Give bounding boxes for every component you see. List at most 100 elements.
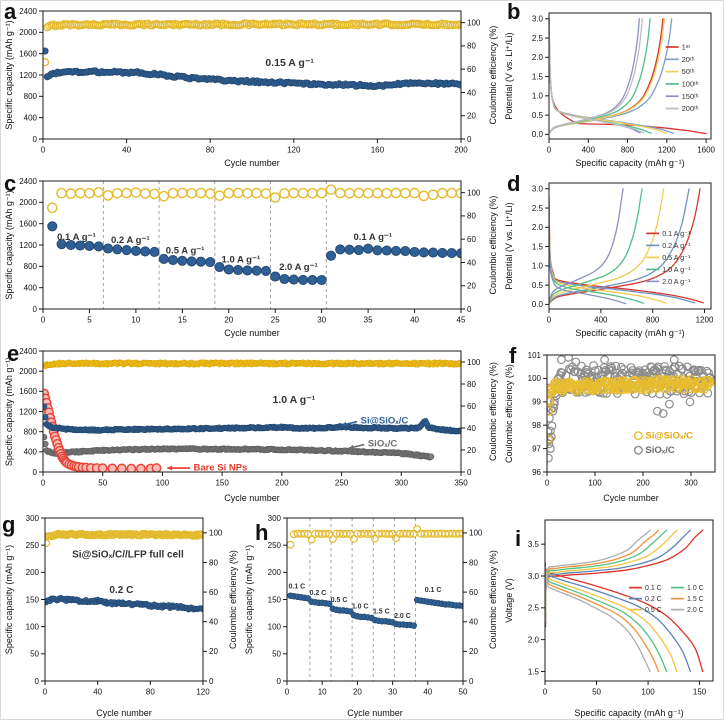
- svg-text:150: 150: [268, 595, 282, 604]
- svg-text:SiOₓ/C: SiOₓ/C: [368, 439, 397, 450]
- svg-text:25: 25: [271, 316, 280, 325]
- svg-text:0.5: 0.5: [532, 281, 544, 290]
- svg-text:Coulombic efficiency (%): Coulombic efficiency (%): [488, 196, 498, 295]
- svg-text:0.5: 0.5: [532, 111, 544, 120]
- svg-text:100: 100: [268, 622, 282, 631]
- panel-f: f 0 100 200 300 96 97 98 99 100 101 Cycle number Co…: [501, 341, 723, 506]
- svg-text:5: 5: [87, 316, 92, 325]
- svg-text:Cycle number: Cycle number: [347, 708, 403, 718]
- svg-text:200: 200: [275, 479, 289, 488]
- svg-text:40: 40: [410, 316, 419, 325]
- svg-text:1600: 1600: [697, 146, 715, 155]
- svg-text:Specific capacity (mAh g⁻¹): Specific capacity (mAh g⁻¹): [575, 158, 684, 168]
- svg-text:0: 0: [545, 479, 550, 488]
- svg-text:Specific capacity (mAh g⁻¹): Specific capacity (mAh g⁻¹): [4, 20, 14, 129]
- svg-text:800: 800: [24, 427, 38, 436]
- svg-text:10: 10: [318, 688, 327, 697]
- svg-text:0: 0: [43, 688, 48, 697]
- svg-text:45: 45: [457, 316, 466, 325]
- svg-text:60: 60: [469, 588, 478, 597]
- svg-text:0: 0: [467, 135, 472, 144]
- svg-text:120: 120: [196, 688, 210, 697]
- svg-text:1.5 C: 1.5 C: [373, 608, 390, 615]
- svg-text:30: 30: [317, 316, 326, 325]
- svg-text:0: 0: [33, 305, 38, 314]
- svg-text:0: 0: [33, 468, 38, 477]
- svg-text:2400: 2400: [19, 177, 37, 186]
- svg-text:0.2 A g⁻¹: 0.2 A g⁻¹: [662, 241, 691, 250]
- svg-text:800: 800: [621, 146, 635, 155]
- svg-text:Coulombic efficiency (%): Coulombic efficiency (%): [488, 26, 498, 125]
- svg-text:50: 50: [592, 688, 601, 697]
- svg-text:1.5: 1.5: [532, 72, 544, 81]
- svg-text:20: 20: [467, 446, 476, 455]
- svg-text:97: 97: [532, 444, 541, 453]
- svg-text:1200: 1200: [19, 241, 37, 250]
- svg-text:200: 200: [26, 568, 40, 577]
- svg-text:0.1 A g⁻¹: 0.1 A g⁻¹: [662, 229, 691, 238]
- svg-text:Cycle number: Cycle number: [603, 493, 659, 503]
- svg-text:2.0 C: 2.0 C: [687, 607, 704, 614]
- svg-text:350: 350: [454, 479, 468, 488]
- svg-text:0.1 C: 0.1 C: [288, 583, 305, 590]
- svg-text:150: 150: [26, 595, 40, 604]
- svg-text:40: 40: [209, 618, 218, 627]
- svg-text:60: 60: [467, 402, 476, 411]
- svg-text:2.0 C: 2.0 C: [394, 613, 411, 620]
- svg-text:0: 0: [469, 677, 474, 686]
- svg-text:100: 100: [528, 374, 542, 383]
- svg-text:0.2 C: 0.2 C: [645, 596, 662, 603]
- panel-f-chart: 0 100 200 300 96 97 98 99 100 101 Cycle number Coul…: [504, 351, 716, 503]
- svg-text:1200: 1200: [696, 316, 714, 325]
- svg-text:2.0: 2.0: [532, 223, 544, 232]
- svg-text:100: 100: [469, 529, 483, 538]
- svg-text:150: 150: [693, 688, 707, 697]
- svg-text:0: 0: [277, 677, 282, 686]
- svg-text:0.1 A g⁻¹: 0.1 A g⁻¹: [353, 232, 392, 243]
- svg-text:300: 300: [26, 514, 40, 523]
- svg-text:2000: 2000: [19, 367, 37, 376]
- svg-text:0.2 C: 0.2 C: [310, 590, 327, 597]
- svg-text:0.15 A g⁻¹: 0.15 A g⁻¹: [265, 57, 314, 69]
- svg-text:1.0 A g⁻¹: 1.0 A g⁻¹: [272, 394, 315, 406]
- svg-text:1.0: 1.0: [532, 262, 544, 271]
- panel-c-chart: 0 5 10 15 20 25 30 35 40 450400800120016002000240…: [4, 177, 498, 338]
- svg-text:Si@SiOₓ/C: Si@SiOₓ/C: [645, 430, 693, 441]
- svg-text:Specific capacity (mAh g⁻¹): Specific capacity (mAh g⁻¹): [574, 708, 683, 718]
- svg-text:0.5 C: 0.5 C: [645, 607, 662, 614]
- panel-b-label: b: [507, 0, 521, 24]
- svg-text:300: 300: [395, 479, 409, 488]
- svg-text:Specific capacity (mAh g⁻¹): Specific capacity (mAh g⁻¹): [575, 328, 684, 338]
- svg-text:20ᵗʰ: 20ᵗʰ: [682, 55, 695, 64]
- svg-text:800: 800: [24, 262, 38, 271]
- panel-e: e 0 50 100 150 200 250 300 350 0 400 800 1200 1600 20…: [1, 341, 501, 506]
- svg-text:400: 400: [582, 146, 596, 155]
- svg-text:40: 40: [423, 688, 432, 697]
- svg-text:Specific capacity (mAh g⁻¹): Specific capacity (mAh g⁻¹): [244, 545, 254, 654]
- svg-text:2.0 A g⁻¹: 2.0 A g⁻¹: [662, 277, 691, 286]
- svg-text:20: 20: [467, 112, 476, 121]
- svg-text:0.2 C: 0.2 C: [109, 585, 133, 596]
- svg-text:50: 50: [459, 688, 468, 697]
- svg-text:Bare Si NPs: Bare Si NPs: [193, 463, 247, 474]
- svg-text:30: 30: [388, 688, 397, 697]
- svg-text:80: 80: [467, 212, 476, 221]
- svg-text:0: 0: [35, 677, 40, 686]
- svg-text:20: 20: [353, 688, 362, 697]
- svg-text:Coulombic efficiency (%): Coulombic efficiency (%): [504, 364, 514, 463]
- svg-text:100: 100: [467, 358, 481, 367]
- panel-a-chart: 0 40 80 120 160 20004008001200160020002400020…: [4, 7, 498, 168]
- svg-text:20: 20: [467, 282, 476, 291]
- svg-text:400: 400: [24, 113, 38, 122]
- svg-text:20: 20: [209, 647, 218, 656]
- svg-text:200: 200: [268, 568, 282, 577]
- svg-text:Specific capacity (mAh g⁻¹): Specific capacity (mAh g⁻¹): [4, 190, 14, 299]
- svg-text:98: 98: [532, 421, 541, 430]
- svg-text:0.5 A g⁻¹: 0.5 A g⁻¹: [166, 246, 205, 257]
- svg-text:0: 0: [547, 146, 552, 155]
- svg-text:250: 250: [268, 541, 282, 550]
- svg-text:100: 100: [467, 188, 481, 197]
- svg-text:Coulombic efficiency (%): Coulombic efficiency (%): [488, 362, 498, 461]
- svg-text:2400: 2400: [19, 7, 37, 16]
